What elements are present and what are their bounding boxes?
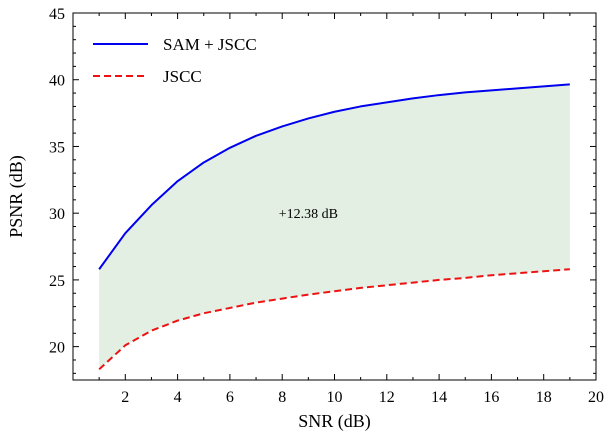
y-tick-label: 30 xyxy=(49,206,65,223)
x-tick-label: 20 xyxy=(588,389,604,406)
x-tick-label: 16 xyxy=(483,389,499,406)
x-axis-label: SNR (dB) xyxy=(298,411,371,432)
x-tick-label: 10 xyxy=(327,389,343,406)
y-tick-label: 25 xyxy=(49,273,65,290)
legend-label-sam-jscc: SAM + JSCC xyxy=(163,35,257,54)
x-tick-label: 4 xyxy=(174,389,182,406)
y-tick-label: 45 xyxy=(49,6,65,23)
series-lines xyxy=(98,83,570,371)
legend-label-jscc: JSCC xyxy=(163,67,202,86)
series-line-sam-jscc xyxy=(98,83,570,270)
improvement-annotation: +12.38 dB xyxy=(279,207,338,222)
improvement-fill xyxy=(99,84,570,370)
y-axis-ticks: 20 25 30 35 40 45 xyxy=(49,6,596,374)
x-tick-label: 12 xyxy=(379,389,395,406)
x-tick-label: 8 xyxy=(278,389,286,406)
x-tick-label: 14 xyxy=(431,389,447,406)
y-tick-label: 35 xyxy=(49,139,65,156)
legend: SAM + JSCC JSCC xyxy=(93,35,257,86)
x-tick-label: 6 xyxy=(226,389,234,406)
series-line-jscc xyxy=(98,268,570,371)
x-axis-ticks: 2 4 6 8 10 12 14 16 18 20 xyxy=(72,13,604,406)
x-tick-label: 18 xyxy=(536,389,552,406)
x-tick-label: 2 xyxy=(121,389,129,406)
y-tick-label: 20 xyxy=(49,340,65,357)
y-axis-label: PSNR (dB) xyxy=(6,155,27,238)
y-tick-label: 40 xyxy=(49,73,65,90)
improvement-shaded-region xyxy=(99,84,570,370)
